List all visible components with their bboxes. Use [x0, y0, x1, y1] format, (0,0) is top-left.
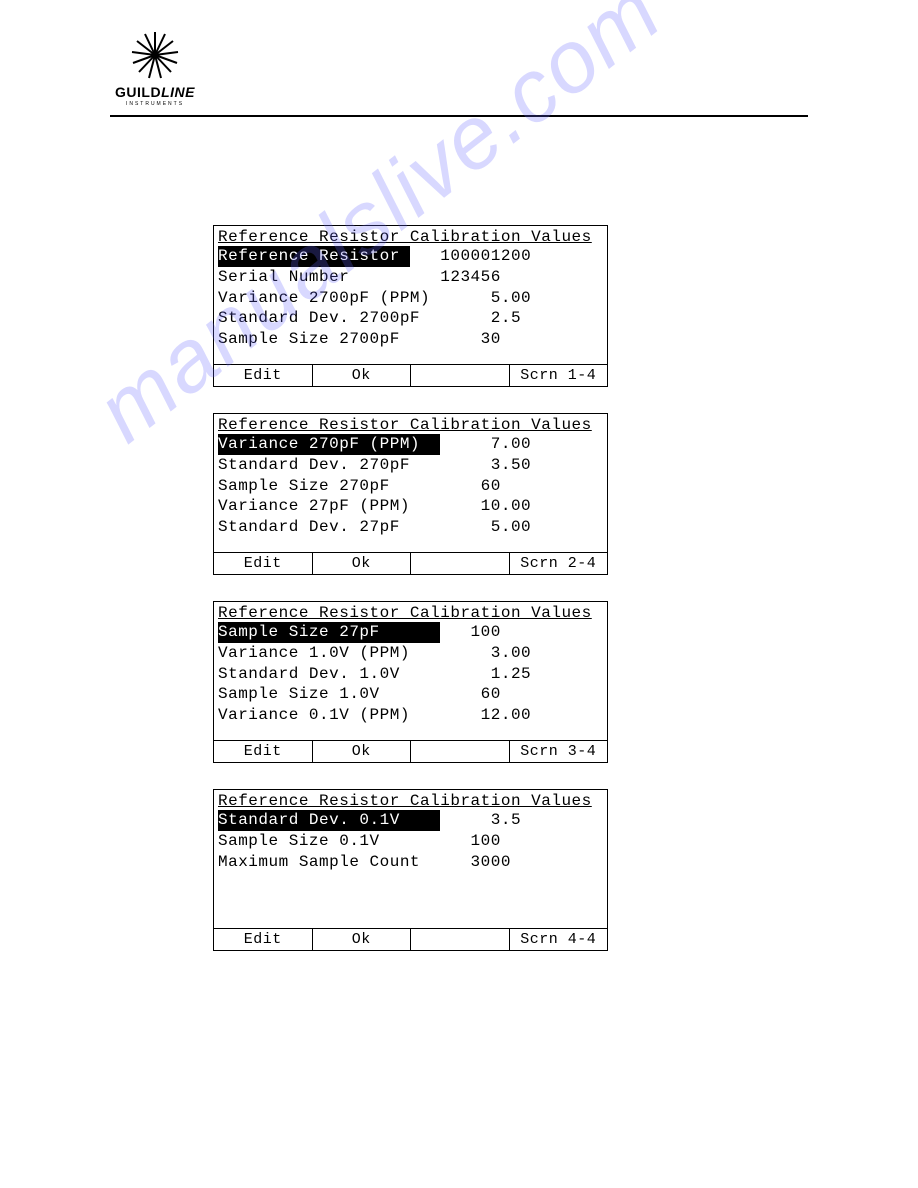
- starburst-icon: [130, 30, 180, 80]
- row-label: Variance 1.0V (PPM): [218, 643, 440, 664]
- panel-row: Variance 27pF (PPM) 10.00: [218, 496, 603, 517]
- panel-row: Standard Dev. 0.1V 3.5: [218, 810, 603, 831]
- scrn-4-4-button[interactable]: Scrn 4-4: [510, 929, 608, 950]
- empty-button: [411, 741, 510, 762]
- row-label: Standard Dev. 270pF: [218, 455, 440, 476]
- panel-row: Sample Size 27pF 100: [218, 622, 603, 643]
- panel-button-bar: EditOk Scrn 2-4: [214, 552, 607, 574]
- ok-button[interactable]: Ok: [313, 365, 412, 386]
- panel-row: Standard Dev. 270pF 3.50: [218, 455, 603, 476]
- edit-button[interactable]: Edit: [214, 741, 313, 762]
- panel-row: Standard Dev. 1.0V 1.25: [218, 664, 603, 685]
- row-label: Sample Size 1.0V: [218, 684, 440, 705]
- scrn-3-4-button[interactable]: Scrn 3-4: [510, 741, 608, 762]
- edit-button[interactable]: Edit: [214, 553, 313, 574]
- row-label: Sample Size 0.1V: [218, 831, 440, 852]
- panel-content: Reference Resistor Calibration ValuesSta…: [214, 790, 607, 928]
- row-value: 3.00: [471, 644, 532, 662]
- ok-button[interactable]: Ok: [313, 741, 412, 762]
- panel-row: Sample Size 270pF 60: [218, 476, 603, 497]
- panel-row: Standard Dev. 27pF 5.00: [218, 517, 603, 538]
- panel-row: Variance 0.1V (PPM) 12.00: [218, 705, 603, 726]
- row-label: Sample Size 27pF: [218, 622, 440, 643]
- panel-row: Maximum Sample Count 3000: [218, 852, 603, 873]
- display-panel: Reference Resistor Calibration ValuesVar…: [213, 413, 608, 575]
- panel-content: Reference Resistor Calibration ValuesSam…: [214, 602, 607, 740]
- panel-row: Variance 270pF (PPM) 7.00: [218, 434, 603, 455]
- panel-button-bar: EditOk Scrn 3-4: [214, 740, 607, 762]
- display-panel: Reference Resistor Calibration ValuesRef…: [213, 225, 608, 387]
- row-value: 1.25: [471, 665, 532, 683]
- row-value: 60: [471, 477, 501, 495]
- display-panels: Reference Resistor Calibration ValuesRef…: [213, 225, 608, 977]
- row-value: 3.50: [471, 456, 532, 474]
- panel-row: Standard Dev. 2700pF 2.5: [218, 308, 603, 329]
- display-panel: Reference Resistor Calibration ValuesSta…: [213, 789, 608, 951]
- row-value: 100: [471, 832, 501, 850]
- brand-name: GUILDLINE: [115, 84, 195, 100]
- row-label: Reference Resistor: [218, 246, 410, 267]
- row-label: Sample Size 2700pF: [218, 329, 440, 350]
- panel-button-bar: EditOk Scrn 1-4: [214, 364, 607, 386]
- row-label: Maximum Sample Count: [218, 852, 440, 873]
- row-value: 3.5: [471, 811, 522, 829]
- display-panel: Reference Resistor Calibration ValuesSam…: [213, 601, 608, 763]
- edit-button[interactable]: Edit: [214, 365, 313, 386]
- page-header: GUILDLINE INSTRUMENTS: [110, 30, 808, 117]
- ok-button[interactable]: Ok: [313, 929, 412, 950]
- edit-button[interactable]: Edit: [214, 929, 313, 950]
- row-label: Sample Size 270pF: [218, 476, 440, 497]
- row-value: 3000: [471, 853, 511, 871]
- row-value: 30: [471, 330, 501, 348]
- row-label: Variance 2700pF (PPM): [218, 288, 440, 309]
- panel-title: Reference Resistor Calibration Values: [218, 416, 603, 434]
- panel-row: Sample Size 0.1V 100: [218, 831, 603, 852]
- row-label: Variance 27pF (PPM): [218, 496, 440, 517]
- panel-row: Sample Size 1.0V 60: [218, 684, 603, 705]
- row-label: Standard Dev. 1.0V: [218, 664, 440, 685]
- empty-button: [411, 553, 510, 574]
- panel-title: Reference Resistor Calibration Values: [218, 604, 603, 622]
- row-label: Variance 270pF (PPM): [218, 434, 440, 455]
- scrn-1-4-button[interactable]: Scrn 1-4: [510, 365, 608, 386]
- panel-row: Reference Resistor 100001200: [218, 246, 603, 267]
- row-value: 100: [471, 623, 501, 641]
- empty-button: [411, 365, 510, 386]
- row-value: 10.00: [471, 497, 532, 515]
- panel-row: Variance 1.0V (PPM) 3.00: [218, 643, 603, 664]
- row-label: Standard Dev. 2700pF: [218, 308, 440, 329]
- row-label: Variance 0.1V (PPM): [218, 705, 440, 726]
- row-value: 12.00: [471, 706, 532, 724]
- row-value: 123456: [440, 268, 501, 286]
- ok-button[interactable]: Ok: [313, 553, 412, 574]
- scrn-2-4-button[interactable]: Scrn 2-4: [510, 553, 608, 574]
- row-value: 5.00: [471, 518, 532, 536]
- empty-button: [411, 929, 510, 950]
- row-value: 2.5: [471, 309, 522, 327]
- row-label: Serial Number: [218, 267, 410, 288]
- row-value: 100001200: [440, 247, 531, 265]
- row-value: 5.00: [471, 289, 532, 307]
- panel-content: Reference Resistor Calibration ValuesRef…: [214, 226, 607, 364]
- panel-row: Serial Number 123456: [218, 267, 603, 288]
- panel-title: Reference Resistor Calibration Values: [218, 792, 603, 810]
- brand-subtitle: INSTRUMENTS: [126, 101, 184, 107]
- row-label: Standard Dev. 0.1V: [218, 810, 440, 831]
- panel-button-bar: EditOk Scrn 4-4: [214, 928, 607, 950]
- panel-row: Variance 2700pF (PPM) 5.00: [218, 288, 603, 309]
- row-label: Standard Dev. 27pF: [218, 517, 440, 538]
- row-value: 7.00: [471, 435, 532, 453]
- panel-content: Reference Resistor Calibration ValuesVar…: [214, 414, 607, 552]
- panel-row: Sample Size 2700pF 30: [218, 329, 603, 350]
- panel-title: Reference Resistor Calibration Values: [218, 228, 603, 246]
- header-divider: [110, 115, 808, 117]
- brand-logo: GUILDLINE INSTRUMENTS: [110, 30, 200, 107]
- row-value: 60: [471, 685, 501, 703]
